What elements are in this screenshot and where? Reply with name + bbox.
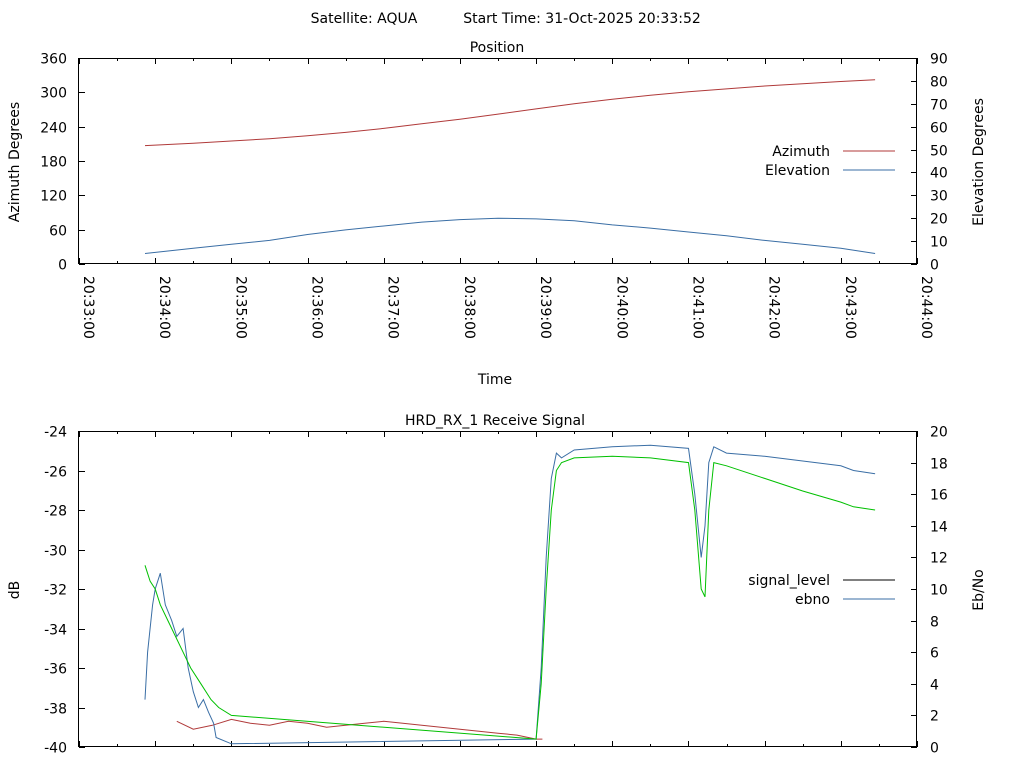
y-tick-label: -34 <box>44 623 67 639</box>
series-line-Elevation <box>144 217 876 254</box>
y2-tick-label: 14 <box>930 520 948 536</box>
legend-label-signal-level: signal_level <box>748 573 830 589</box>
x-tick-label: 20:38:00 <box>461 276 477 339</box>
y2-tick-label: 60 <box>930 121 948 137</box>
x-tick-label: 20:42:00 <box>766 276 782 339</box>
legend-label-elevation: Elevation <box>765 163 830 179</box>
x-tick-label: 20:34:00 <box>156 276 172 339</box>
y-tick-label: 360 <box>40 52 67 68</box>
y2-tick-label: 10 <box>930 235 948 251</box>
y2-tick-label: 10 <box>930 583 948 599</box>
signal-legend: signal_level ebno <box>748 573 895 608</box>
signal-series <box>144 444 876 745</box>
y-tick-label: 120 <box>40 189 67 205</box>
y2-tick-label: 4 <box>930 678 939 694</box>
y-tick-label: 0 <box>58 258 67 274</box>
signal-y2label: Eb/No <box>971 569 987 611</box>
x-tick-label: 20:37:00 <box>385 276 401 339</box>
x-tick-label: 20:41:00 <box>689 276 705 339</box>
position-chart-title: Position <box>470 40 525 56</box>
y2-tick-label: 6 <box>930 646 939 662</box>
y2-tick-label: 30 <box>930 189 948 205</box>
signal-plot-frame <box>78 431 917 747</box>
y2-tick-label: 20 <box>930 212 948 228</box>
y-tick-label: -36 <box>44 662 67 678</box>
x-tick-label: 20:39:00 <box>537 276 553 339</box>
x-tick-label: 20:36:00 <box>309 276 325 339</box>
position-chart: Position 0 60 120 180 240 300 360 0 10 20 30 40 50 6… <box>7 40 987 388</box>
y2-tick-label: 16 <box>930 488 948 504</box>
signal-x-axis <box>79 431 918 747</box>
series-line-trace-2 <box>144 455 876 740</box>
y-tick-label: -26 <box>44 465 67 481</box>
position-ylabel: Azimuth Degrees <box>7 102 23 222</box>
y2-tick-label: 8 <box>930 615 939 631</box>
y2-tick-label: 40 <box>930 166 948 182</box>
legend-label-ebno: ebno <box>795 592 830 608</box>
signal-chart: HRD_RX_1 Receive Signal -40-38-36-34-32-… <box>7 413 987 757</box>
position-plot-frame <box>78 58 917 264</box>
y-tick-label: -40 <box>44 741 67 757</box>
y2-tick-label: 80 <box>930 75 948 91</box>
position-x-axis: 20:33:00 20:34:00 20:35:00 20:36:00 20:37:00… <box>79 58 934 339</box>
y-tick-label: 300 <box>40 86 67 102</box>
position-xlabel: Time <box>477 372 512 388</box>
position-y-axis: 0 60 120 180 240 300 360 <box>40 52 85 274</box>
y2-tick-label: 0 <box>930 741 939 757</box>
y-tick-label: 180 <box>40 155 67 171</box>
legend-label-azimuth: Azimuth <box>772 144 830 160</box>
signal-y-axis: -40 -38 -36 -34 -32 -30 -28 -26 -24 <box>44 425 85 757</box>
x-tick-label: 20:40:00 <box>613 276 629 339</box>
position-series <box>144 79 876 254</box>
start-time-label: Start Time: 31-Oct-2025 20:33:52 <box>463 11 701 27</box>
y2-tick-label: 20 <box>930 425 948 441</box>
position-y2-axis: 0 10 20 30 40 50 60 70 80 90 <box>911 52 948 274</box>
signal-y2-axis: 0 2 4 6 8 10 12 14 16 18 20 <box>911 425 948 757</box>
satellite-label: Satellite: AQUA <box>311 11 418 27</box>
y-tick-label: 60 <box>49 224 67 240</box>
y2-tick-label: 70 <box>930 98 948 114</box>
series-line-Azimuth <box>144 79 876 147</box>
y-tick-label: -32 <box>44 583 67 599</box>
position-y2label: Elevation Degrees <box>971 98 987 226</box>
x-tick-label: 20:43:00 <box>842 276 858 339</box>
x-tick-label: 20:44:00 <box>918 276 934 339</box>
x-tick-label: 20:33:00 <box>80 276 96 339</box>
y-tick-label: -28 <box>44 504 67 520</box>
series-line-signal-level <box>176 718 543 740</box>
y2-tick-label: 2 <box>930 709 939 725</box>
y2-tick-label: 12 <box>930 551 948 567</box>
y-tick-label: -24 <box>44 425 67 441</box>
y2-tick-label: 0 <box>930 258 939 274</box>
position-legend: Azimuth Elevation <box>765 144 895 179</box>
signal-ylabel: dB <box>7 581 23 600</box>
y-tick-label: -30 <box>44 544 67 560</box>
y-tick-label: 240 <box>40 121 67 137</box>
signal-chart-title: HRD_RX_1 Receive Signal <box>405 413 585 429</box>
y2-tick-label: 18 <box>930 457 948 473</box>
series-line-ebno <box>144 444 876 745</box>
y2-tick-label: 50 <box>930 144 948 160</box>
x-tick-label: 20:35:00 <box>232 276 248 339</box>
y-tick-label: -38 <box>44 702 67 718</box>
y2-tick-label: 90 <box>930 52 948 68</box>
